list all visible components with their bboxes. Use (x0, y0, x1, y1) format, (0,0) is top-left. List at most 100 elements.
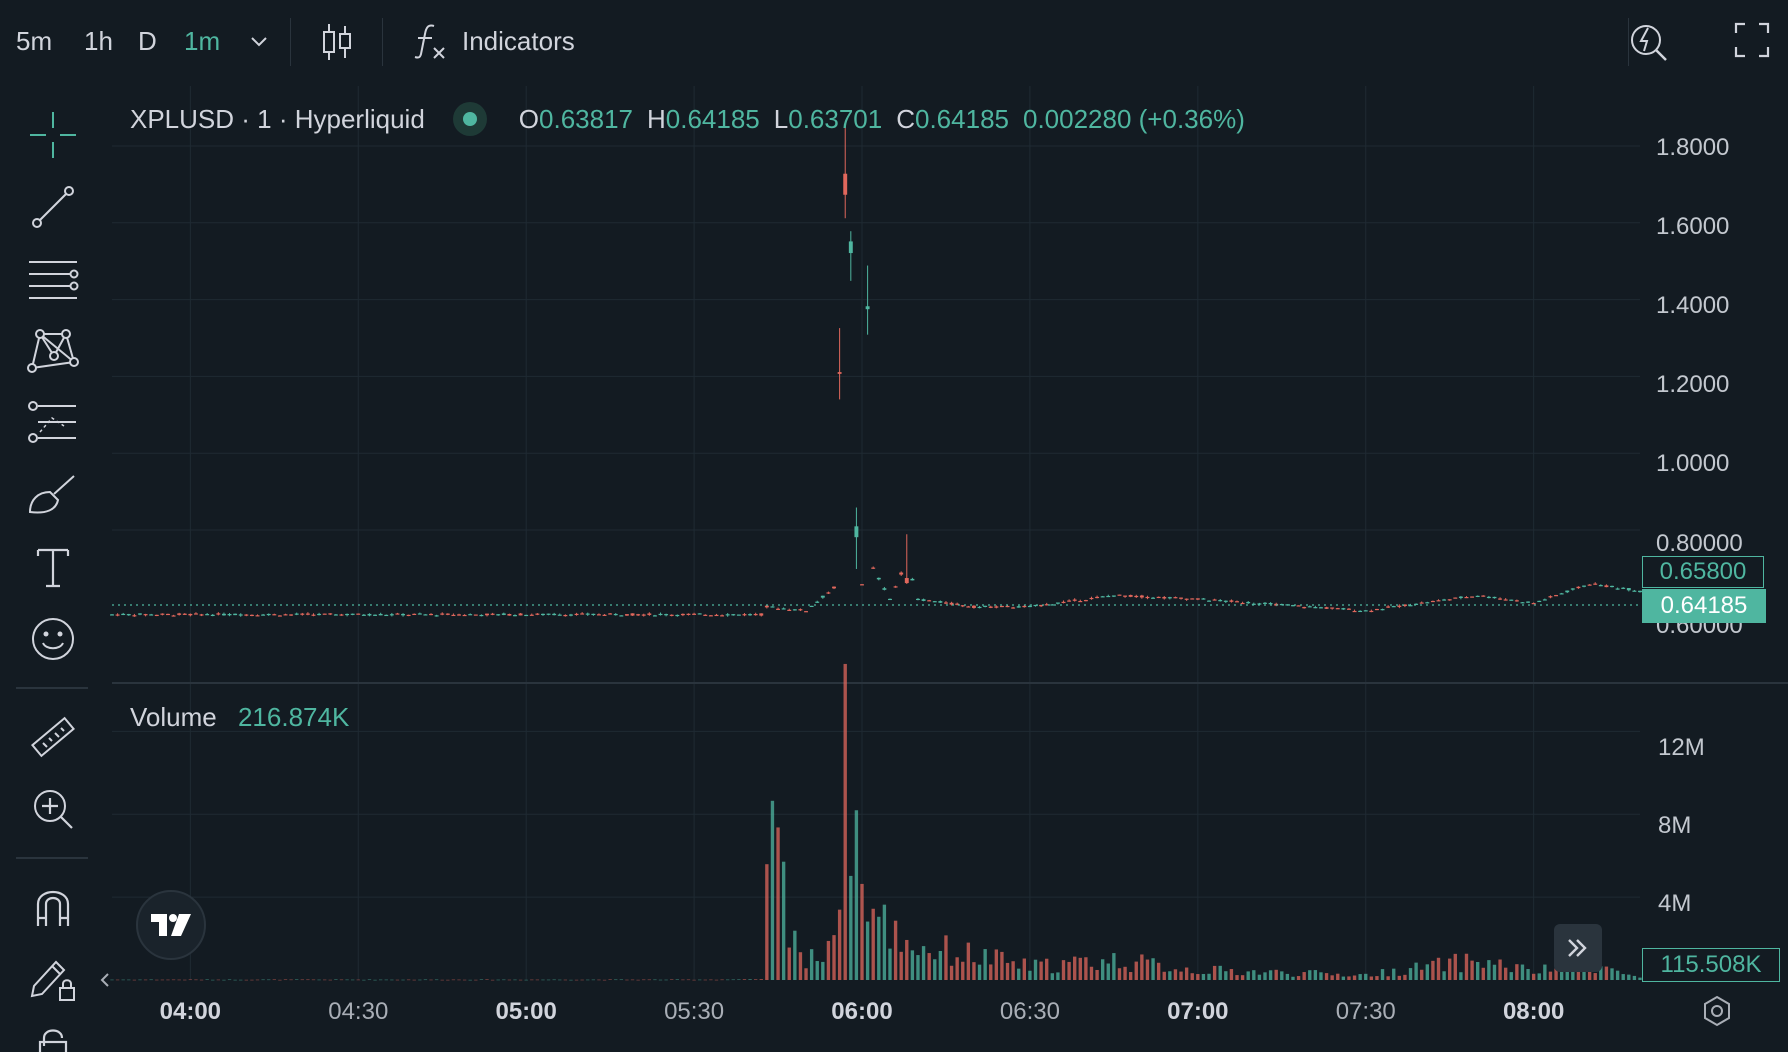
candle (1302, 607, 1307, 609)
fullscreen-icon[interactable] (1734, 22, 1770, 58)
time-axis-label: 04:30 (328, 998, 389, 1025)
candle (350, 613, 355, 615)
volume-legend: Volume 216.874K (130, 702, 349, 733)
candle (1430, 600, 1435, 603)
volume-bar (211, 979, 215, 981)
candle (356, 613, 361, 615)
volume-bar (1604, 966, 1609, 980)
lock-drawings-tool[interactable] (22, 948, 84, 1010)
candle (1604, 585, 1609, 588)
candle (1156, 596, 1161, 599)
timeframe-1h[interactable]: 1h (84, 26, 113, 56)
candle (1402, 604, 1407, 606)
measure-tool[interactable] (22, 706, 84, 768)
candle (177, 613, 182, 615)
timeframe-5m[interactable]: 5m (16, 26, 53, 56)
candle (1414, 603, 1419, 605)
price-axis-label: 1.4000 (1656, 292, 1730, 319)
hide-drawings-tool[interactable] (22, 1016, 84, 1052)
crosshair-tool[interactable] (22, 104, 84, 166)
symbol-title[interactable]: XPLUSD · 1 · Hyperliquid (130, 103, 425, 134)
volume-bar (1487, 960, 1491, 980)
candle (457, 614, 461, 616)
volume-bar (1431, 960, 1435, 980)
candle (277, 615, 282, 617)
scroll-to-realtime-button[interactable] (1554, 924, 1602, 972)
pattern-tool[interactable] (22, 320, 84, 382)
candle (1486, 596, 1491, 599)
timeframe-d[interactable]: D (138, 26, 157, 56)
candle (227, 614, 232, 616)
candle (468, 614, 473, 616)
volume-bar (222, 979, 226, 981)
volume-bar (927, 953, 931, 980)
volume-bar (1403, 974, 1407, 980)
candle (888, 598, 892, 601)
candle (373, 614, 378, 616)
timeframe-1m[interactable]: 1m (184, 26, 221, 56)
magnet-tool[interactable] (22, 876, 84, 938)
candle (1240, 602, 1245, 605)
volume-bar (955, 957, 959, 980)
candle (1464, 597, 1469, 599)
tradingview-logo[interactable] (136, 890, 206, 960)
volume-axis-label: 8M (1658, 812, 1692, 839)
candle (1346, 608, 1351, 610)
volume-bar (731, 979, 735, 981)
candle (1095, 596, 1100, 599)
volume-bar (440, 979, 444, 981)
chevron-left-icon[interactable] (98, 970, 112, 990)
volume-tag: 115.508K (1642, 948, 1780, 982)
volume-bar (647, 979, 651, 981)
volume-bar (910, 950, 915, 980)
candle (1111, 595, 1116, 597)
candlestick-icon[interactable] (320, 20, 354, 64)
forecast-tool[interactable] (22, 392, 84, 454)
volume-bar (966, 942, 971, 980)
candle (770, 606, 775, 608)
volume-bar (1089, 966, 1094, 980)
volume-bar (406, 979, 411, 981)
volume-bar (1397, 975, 1402, 980)
volume-bar (1201, 973, 1206, 980)
candle (1436, 600, 1441, 602)
market-status-icon[interactable] (452, 102, 487, 136)
text-tool[interactable] (22, 536, 84, 598)
candle (1279, 603, 1284, 606)
fib-lines-tool[interactable] (22, 248, 84, 310)
volume-bar (642, 979, 646, 981)
candle (115, 614, 120, 616)
candle (552, 613, 557, 616)
candle (1352, 610, 1357, 613)
settings-icon[interactable] (1700, 994, 1734, 1028)
volume-bar (334, 979, 338, 980)
volume-bar (1067, 961, 1071, 980)
function-icon[interactable] (412, 20, 448, 62)
volume-bar (602, 979, 607, 981)
candle (820, 595, 825, 598)
replay-lightning-icon[interactable] (1624, 18, 1672, 66)
time-axis-label: 06:00 (831, 998, 893, 1025)
volume-bar (1056, 972, 1060, 980)
candle (703, 614, 708, 616)
emoji-tool[interactable] (22, 608, 84, 670)
candle (154, 614, 159, 617)
volume-bar (474, 979, 478, 981)
indicators-button[interactable]: Indicators (462, 26, 575, 56)
zoom-tool[interactable] (22, 778, 84, 840)
volume-bar (1257, 974, 1262, 980)
candle (1475, 595, 1480, 598)
volume-bar (267, 979, 271, 981)
candle (1442, 599, 1447, 601)
volume-series (110, 663, 1642, 981)
volume-bar (1425, 964, 1429, 980)
chevron-down-icon[interactable] (248, 30, 270, 52)
volume-bar (1341, 976, 1346, 980)
candle (1179, 597, 1183, 599)
brush-tool[interactable] (22, 464, 84, 526)
trend-line-tool[interactable] (22, 176, 84, 238)
candle (1005, 605, 1010, 608)
toolbar-divider (382, 18, 383, 66)
candle (960, 605, 965, 607)
